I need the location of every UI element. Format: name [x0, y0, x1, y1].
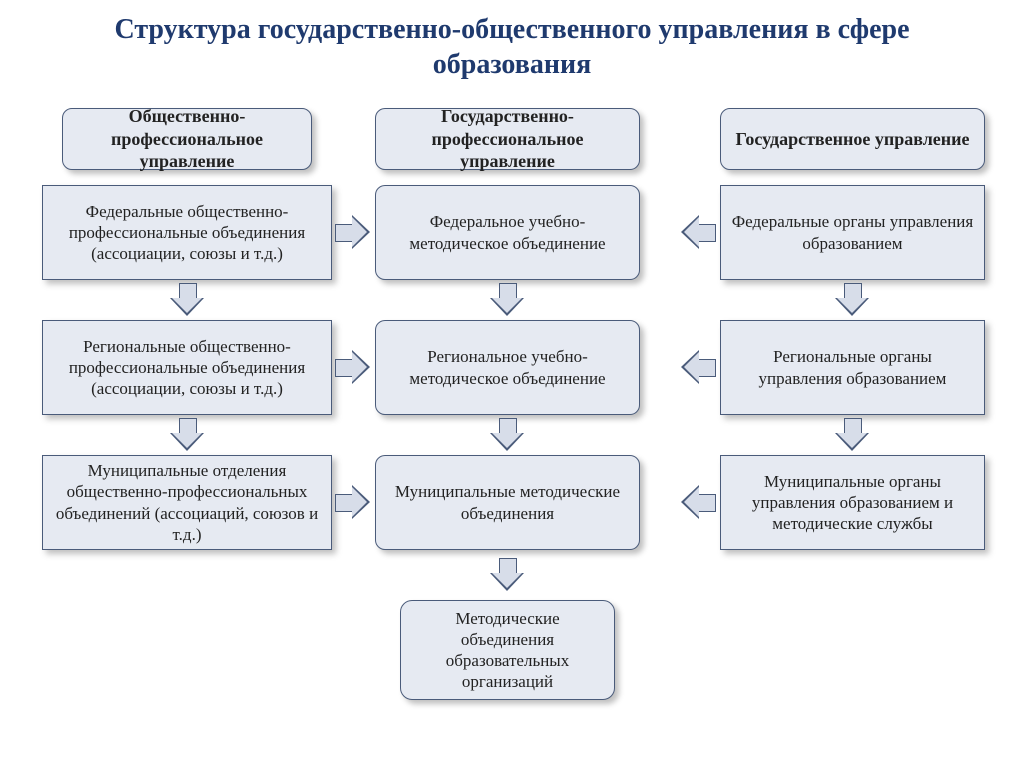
header-col-0: Общественно-профессиональное управление	[62, 108, 312, 170]
header-col-2: Государственное управление	[720, 108, 985, 170]
arrow-down-icon	[490, 418, 524, 452]
cell-2-1: Региональные органы управления образован…	[720, 320, 985, 415]
arrow-down-icon	[835, 283, 869, 317]
arrow-right-icon	[335, 485, 373, 519]
arrow-left-icon	[678, 485, 716, 519]
arrow-left-icon	[678, 350, 716, 384]
page-title: Структура государственно-общественного у…	[0, 0, 1024, 88]
final-box: Методические объединения образовательных…	[400, 600, 615, 700]
cell-1-0: Федеральное учебно-методическое объедине…	[375, 185, 640, 280]
arrow-right-icon	[335, 350, 373, 384]
arrow-left-icon	[678, 215, 716, 249]
cell-1-2: Муниципальные методические объединения	[375, 455, 640, 550]
cell-1-1: Региональное учебно-методическое объедин…	[375, 320, 640, 415]
arrow-down-icon	[170, 418, 204, 452]
cell-2-2: Муниципальные органы управления образова…	[720, 455, 985, 550]
cell-0-1: Региональные общественно-профессиональны…	[42, 320, 332, 415]
arrow-down-icon	[170, 283, 204, 317]
header-col-1: Государственно-профессиональное управлен…	[375, 108, 640, 170]
arrow-down-icon	[490, 283, 524, 317]
cell-2-0: Федеральные органы управления образовани…	[720, 185, 985, 280]
arrow-down-icon	[835, 418, 869, 452]
arrow-right-icon	[335, 215, 373, 249]
cell-0-0: Федеральные общественно-профессиональные…	[42, 185, 332, 280]
cell-0-2: Муниципальные отделения общественно-проф…	[42, 455, 332, 550]
arrow-down-icon	[490, 558, 524, 592]
